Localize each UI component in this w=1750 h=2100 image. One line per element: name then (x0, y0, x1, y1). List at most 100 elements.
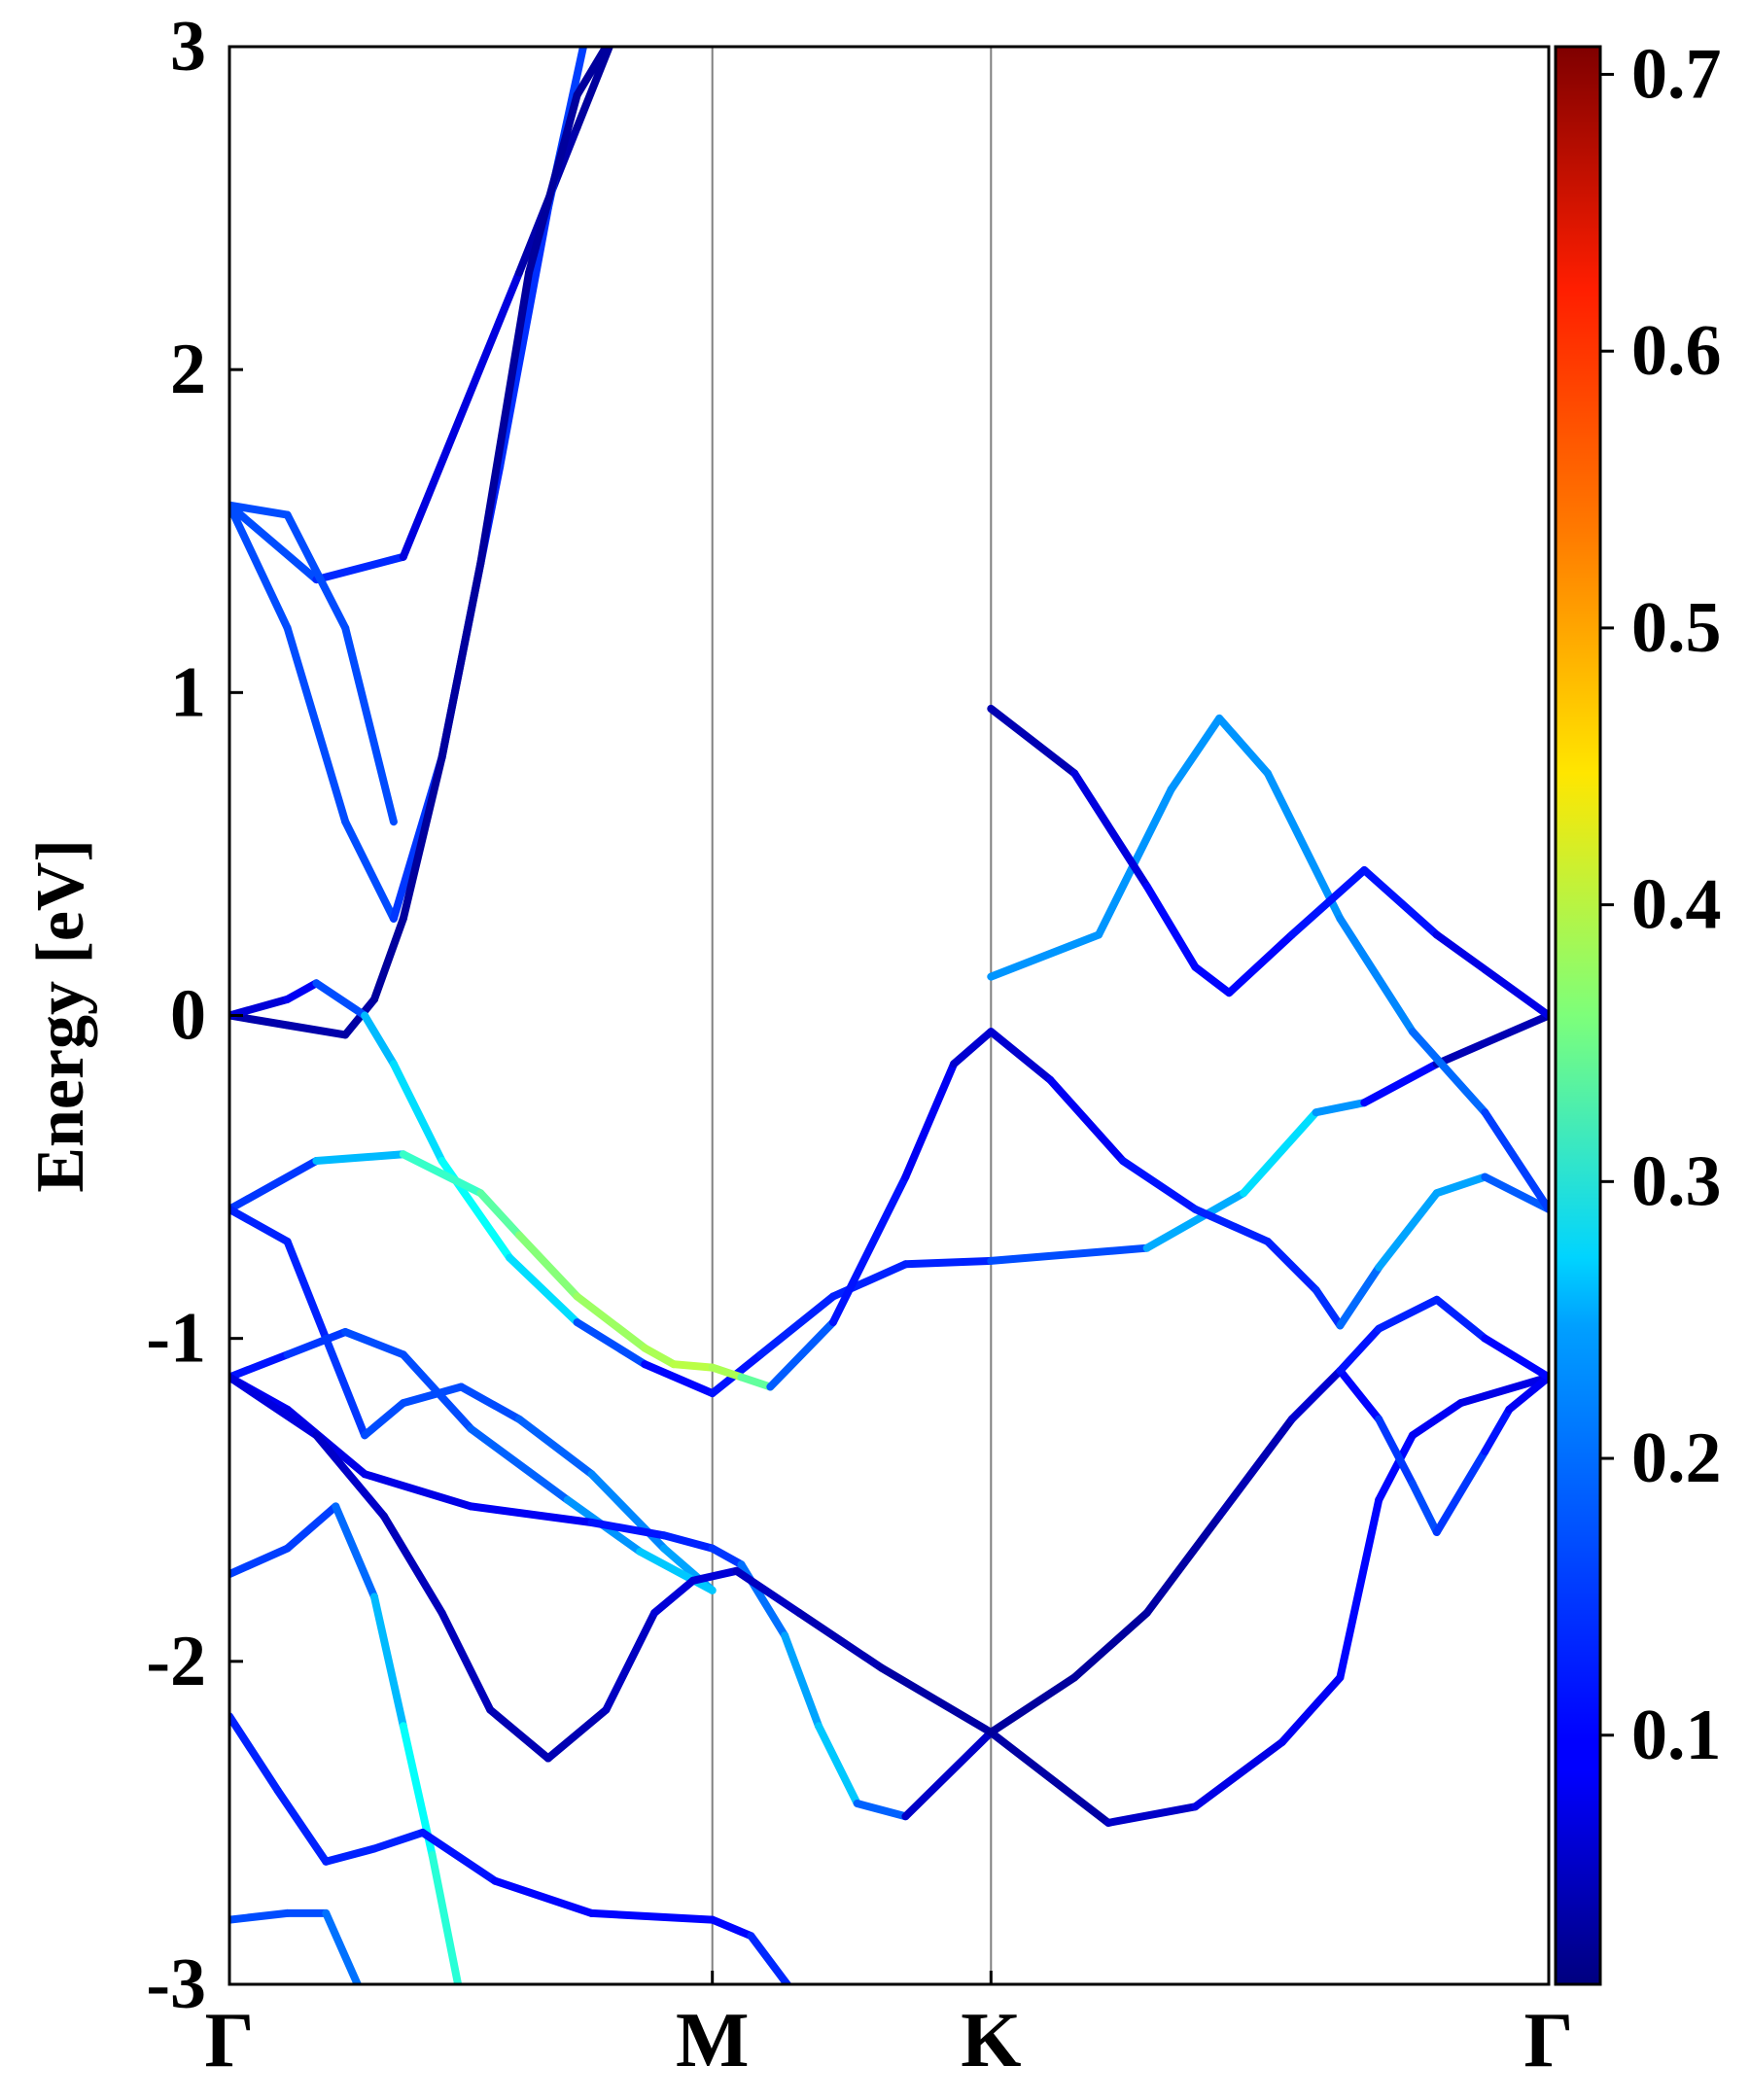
band-segment (229, 1350, 292, 1382)
y-tick-label: -2 (146, 1622, 206, 1701)
band-segment (901, 1256, 996, 1269)
band-c-line (229, 47, 612, 1039)
band-segment (1336, 1263, 1383, 1330)
band-segment (1336, 1495, 1383, 1682)
band-segment (987, 930, 1103, 981)
band-segment (987, 1243, 1151, 1265)
band-segment (1432, 1447, 1489, 1536)
band-segment (1263, 1238, 1320, 1294)
band-segment (229, 1011, 292, 1030)
band-segment (587, 1908, 717, 1924)
band-segment (708, 1544, 746, 1569)
band-segment (399, 752, 446, 923)
band-lines (229, 47, 1549, 1984)
band-segment (229, 501, 292, 519)
band-segment (229, 1544, 292, 1579)
band-segment (795, 1609, 886, 1672)
band-segment (1142, 882, 1200, 971)
band-segment (1375, 1431, 1417, 1504)
band-segment (1225, 930, 1296, 998)
band-segment (229, 501, 292, 632)
band-d-line (229, 979, 1549, 1398)
y-tick-label: -3 (146, 1944, 206, 2024)
band-segment (1336, 1324, 1383, 1375)
y-tick-label: 1 (170, 652, 206, 732)
band-segment (737, 1373, 775, 1391)
band-segment (399, 1350, 475, 1433)
band-segment (756, 1292, 837, 1359)
y-axis-ticks: -3 -2 -1 0 1 2 3 (146, 7, 243, 2024)
band-b-line (229, 47, 588, 923)
band-segment (1104, 1802, 1200, 1827)
band-segment (1481, 1334, 1549, 1382)
band-segment (781, 1631, 822, 1731)
band-segment (1432, 1172, 1489, 1198)
band-segment (1408, 1399, 1465, 1440)
band-segment (341, 1328, 407, 1359)
band-segment (341, 818, 398, 923)
band-segment (1432, 1295, 1489, 1343)
band-segment (283, 1238, 331, 1343)
band-segment (476, 1189, 523, 1240)
colorbar-tick-label: 0.5 (1631, 588, 1722, 668)
y-tick-label: 2 (170, 330, 206, 409)
k-point-separators (711, 47, 993, 1984)
band-segment (361, 1399, 407, 1440)
y-tick-label: 0 (170, 976, 206, 1056)
band-segment (815, 1722, 861, 1807)
band-segment (1336, 914, 1417, 1036)
band-segment (467, 1424, 572, 1504)
band-segment (332, 1502, 378, 1601)
x-tick-label: Γ (205, 1998, 255, 2083)
band-segment (1142, 1512, 1224, 1617)
x-tick-label: M (676, 1998, 750, 2083)
band-segment (312, 1431, 388, 1521)
band-segment (476, 268, 533, 568)
band-segment (1287, 1366, 1345, 1423)
band-segment (1167, 714, 1224, 793)
band-segment (229, 1712, 282, 1795)
band-segment (467, 1502, 596, 1526)
colorbar-ticks: 0.1 0.2 0.3 0.4 0.5 0.6 0.7 (1600, 34, 1722, 1775)
band-segment (229, 501, 321, 584)
band-segment (229, 1157, 321, 1213)
band-segment (1191, 1205, 1272, 1245)
band-k-line (987, 1366, 1549, 1736)
band-f-line (766, 1028, 1549, 1391)
colorbar-tick-label: 0.3 (1631, 1141, 1722, 1221)
band-segment (438, 559, 485, 761)
band-segment (341, 995, 378, 1039)
band-segment (312, 552, 407, 584)
band-segment (283, 623, 350, 826)
band-segment (229, 1908, 292, 1924)
colorbar-tick-label: 0.6 (1631, 311, 1722, 391)
band-segment (1375, 1295, 1441, 1333)
band-segment (543, 1705, 611, 1763)
band-segment (1408, 1028, 1489, 1117)
band-segment (361, 1011, 398, 1068)
band-segment (1191, 962, 1234, 998)
x-tick-label: Γ (1524, 1998, 1574, 2083)
band-segment (587, 1519, 668, 1540)
band-segment (1142, 1189, 1248, 1252)
band-segment (1191, 1737, 1286, 1811)
band-segment (1070, 769, 1151, 891)
band-segment (1481, 1172, 1549, 1213)
band-segment (438, 1609, 495, 1714)
band-segment (670, 1360, 717, 1372)
band-segment (1432, 930, 1549, 1020)
band-segment (1456, 1373, 1549, 1408)
colorbar-tick-label: 0.7 (1631, 34, 1722, 114)
band-segment (515, 1231, 581, 1301)
band-segment (573, 47, 614, 131)
y-tick-label: -1 (146, 1299, 206, 1379)
colorbar-tick-label: 0.1 (1631, 1696, 1722, 1775)
band-segment (486, 1705, 552, 1763)
band-segment (708, 1363, 746, 1382)
band-segment (273, 1786, 331, 1866)
band-n-line (229, 1712, 792, 1984)
band-a-line (229, 47, 614, 584)
band-segment (283, 979, 321, 1003)
